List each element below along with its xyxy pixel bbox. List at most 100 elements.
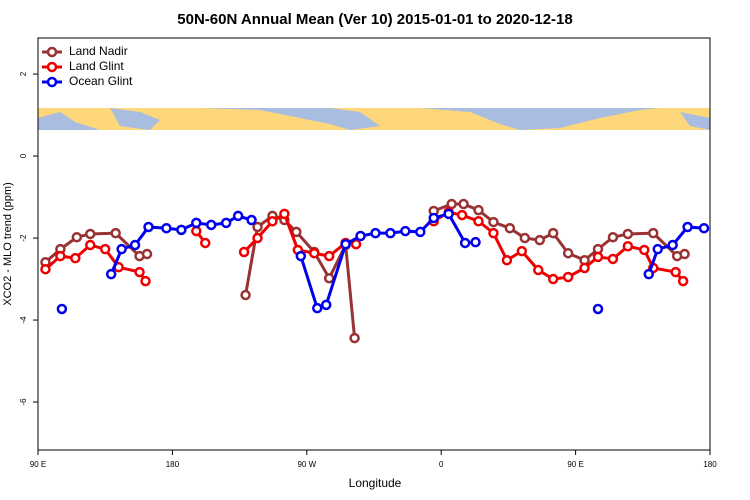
data-point	[323, 250, 335, 262]
data-point	[698, 222, 710, 234]
data-point	[643, 268, 655, 280]
legend-marker	[46, 46, 58, 58]
data-point	[349, 332, 360, 344]
x-tick-label: 90 E	[567, 460, 583, 469]
data-point	[350, 238, 362, 250]
data-point	[459, 237, 471, 249]
y-axis-label: XCO2 - MLO trend (ppm)	[2, 182, 14, 305]
data-point	[85, 239, 96, 251]
data-point	[488, 227, 499, 239]
data-point	[85, 228, 96, 240]
data-point	[99, 243, 111, 255]
data-point	[607, 231, 619, 243]
data-point	[504, 222, 516, 234]
data-point	[667, 239, 678, 251]
data-point	[56, 303, 68, 315]
data-point	[129, 239, 141, 251]
data-point	[458, 198, 469, 210]
data-point	[161, 222, 172, 234]
data-point	[71, 231, 83, 243]
data-point	[340, 238, 351, 250]
data-point	[140, 275, 151, 287]
data-point	[252, 232, 263, 244]
legend-label: Land Glint	[69, 59, 124, 73]
data-point	[295, 250, 307, 262]
data-point	[205, 219, 217, 231]
data-point	[385, 227, 396, 239]
data-point	[312, 302, 323, 314]
chart-title: 50N-60N Annual Mean (Ver 10) 2015-01-01 …	[177, 11, 572, 28]
data-point	[415, 226, 426, 238]
data-point	[40, 263, 51, 275]
data-point	[428, 212, 439, 224]
x-axis-label: Longitude	[349, 476, 402, 490]
data-point	[134, 266, 145, 278]
data-point	[622, 228, 634, 240]
y-tick-label: 2	[19, 71, 28, 76]
data-point	[443, 208, 454, 220]
data-point	[355, 230, 366, 242]
x-tick-label: 180	[166, 460, 180, 469]
data-point	[488, 216, 499, 228]
data-point	[648, 227, 659, 239]
data-point	[456, 209, 468, 221]
y-tick-label: -6	[19, 398, 28, 406]
data-point	[501, 254, 513, 266]
data-point	[116, 243, 127, 255]
data-point	[579, 262, 590, 274]
x-tick-label: 180	[703, 460, 717, 469]
data-point	[679, 248, 690, 260]
x-tick-label: 90 W	[297, 460, 316, 469]
data-point	[677, 275, 689, 287]
plot-frame	[37, 37, 711, 451]
legend-marker	[46, 76, 58, 88]
legend-label: Land Nadir	[69, 44, 128, 58]
data-point	[547, 227, 559, 239]
legend-label: Ocean Glint	[69, 74, 133, 88]
series-line	[44, 210, 685, 283]
data-point	[55, 250, 66, 262]
data-point	[191, 217, 202, 229]
data-point	[238, 246, 250, 258]
data-point	[220, 217, 232, 229]
data-point	[533, 264, 544, 276]
data-point	[516, 245, 528, 257]
data-point	[320, 299, 332, 311]
data-point	[592, 303, 604, 315]
data-point	[279, 208, 290, 220]
data-point	[143, 221, 154, 233]
map-strip	[38, 108, 710, 130]
data-point	[473, 215, 484, 227]
data-point	[267, 215, 278, 227]
data-point	[110, 227, 121, 239]
data-point	[323, 272, 335, 284]
data-point	[519, 232, 531, 244]
data-point	[252, 221, 263, 233]
data-point	[682, 221, 693, 233]
data-point	[240, 289, 251, 301]
y-tick-label: -4	[19, 316, 28, 324]
y-tick-label: 0	[19, 153, 28, 158]
data-point	[200, 237, 211, 249]
data-point	[547, 273, 559, 285]
map-ocean	[38, 108, 710, 130]
data-point	[246, 214, 257, 226]
data-point	[370, 227, 381, 239]
data-point	[670, 266, 681, 278]
data-point	[446, 198, 457, 210]
data-point	[534, 234, 546, 246]
data-point	[309, 247, 320, 259]
data-point	[652, 243, 663, 255]
data-point	[622, 241, 634, 252]
data-point	[70, 252, 81, 264]
data-point	[562, 271, 574, 283]
data-point	[191, 225, 202, 237]
data-point	[562, 247, 574, 259]
data-point	[607, 253, 619, 265]
data-point	[473, 204, 484, 216]
legend-marker	[46, 61, 58, 73]
data-point	[592, 251, 604, 263]
data-point	[105, 268, 117, 280]
